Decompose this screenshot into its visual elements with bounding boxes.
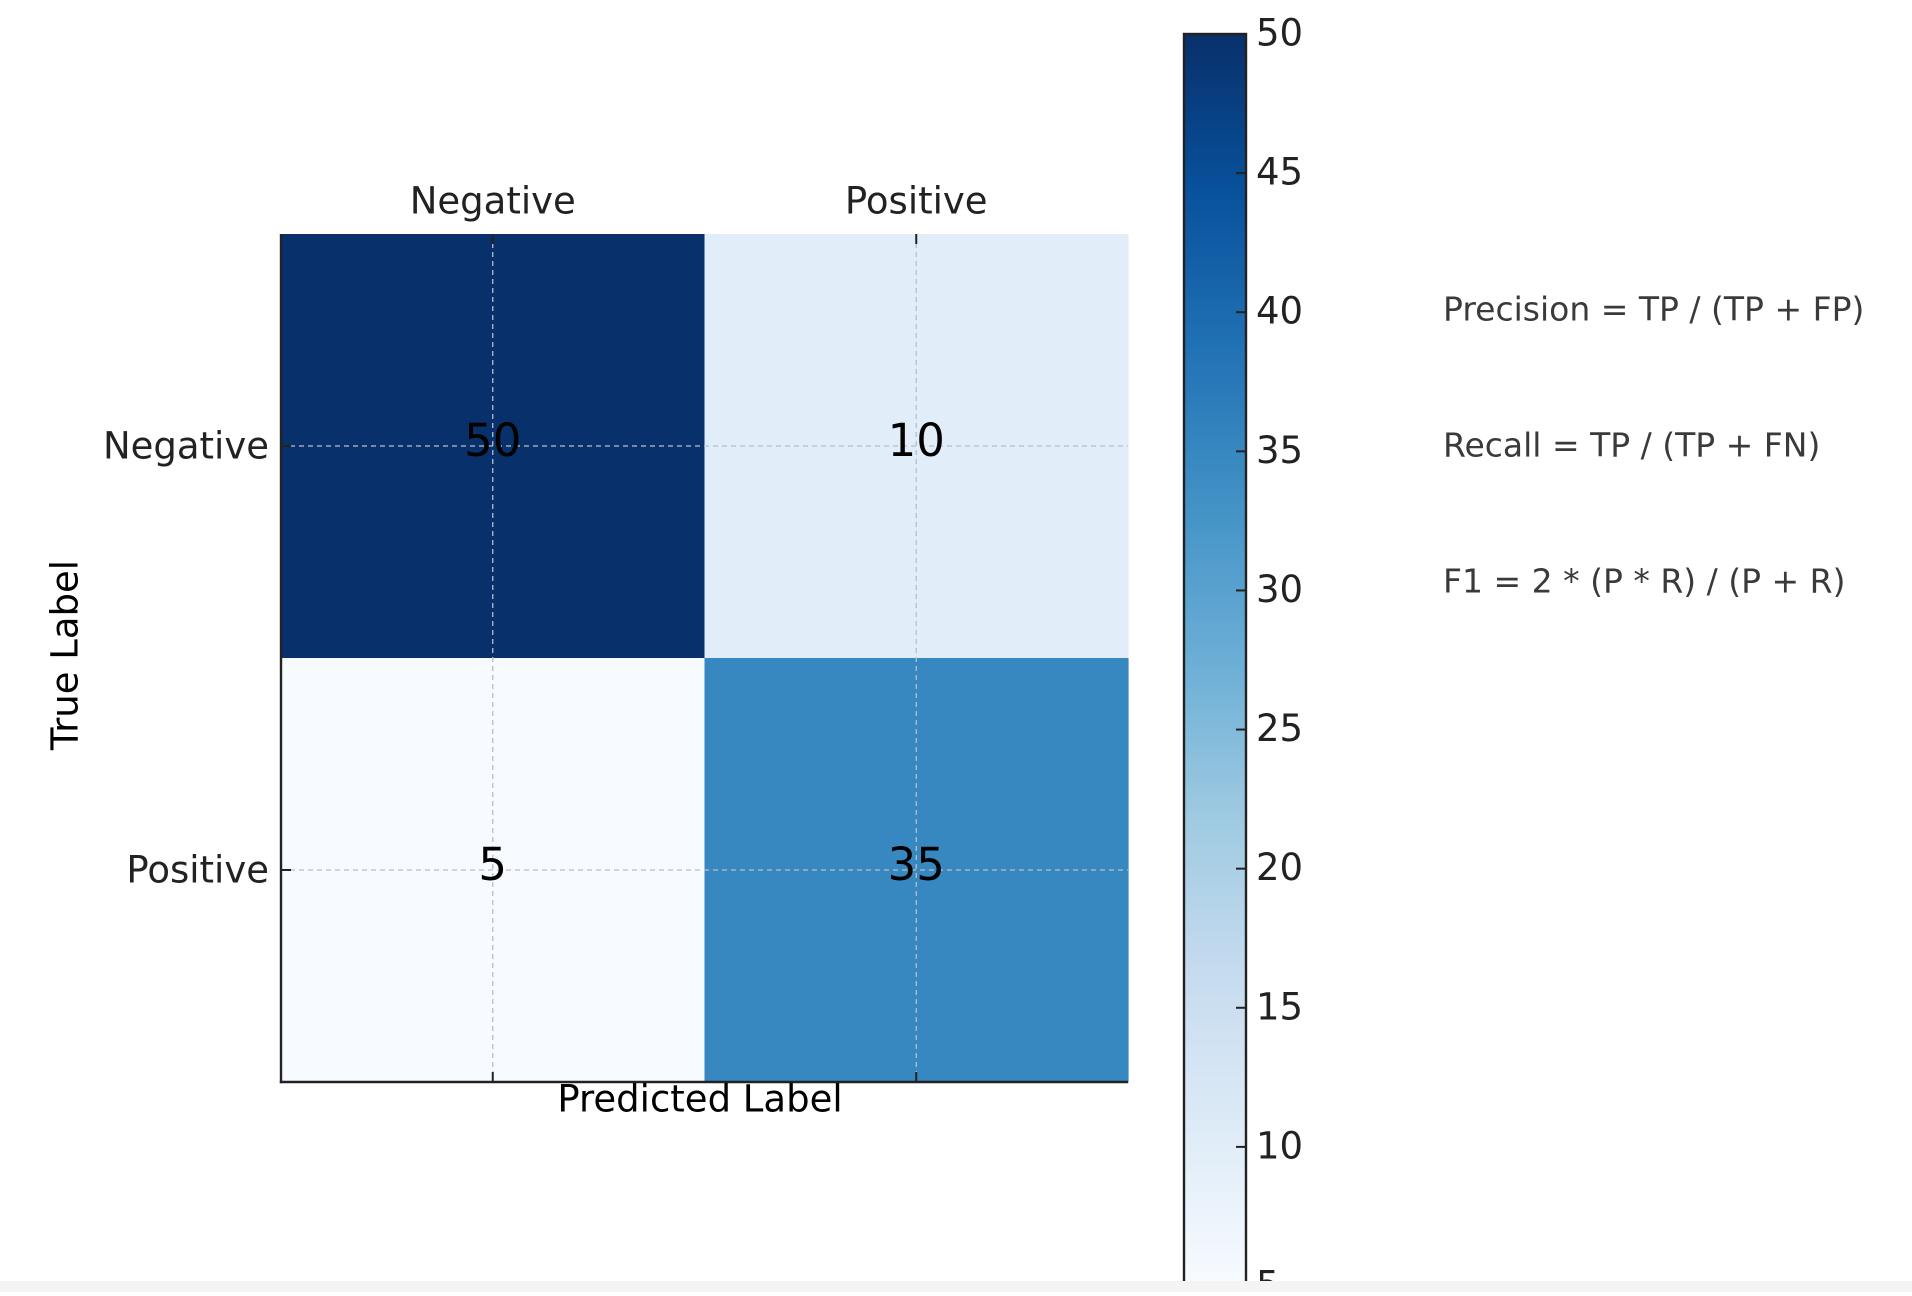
axes [279,234,1128,1084]
metric-annotation: F1 = 2 * (P * R) / (P + R) [1443,562,1845,601]
page-bottom-edge [0,1281,1912,1292]
y-axis-label: True Label [44,560,87,751]
colorbar-tick-label: 15 [1256,985,1303,1028]
y-tick-label: Positive [126,849,269,892]
cell-value-label: 35 [888,838,945,891]
y-tick-label: Negative [103,425,269,468]
x-tick-label: Negative [410,180,576,223]
x-axis-label: Predicted Label [557,1078,842,1121]
colorbar-tick-label: 10 [1256,1124,1303,1167]
cell-value-label: 50 [464,414,521,467]
colorbar-gradient [1184,34,1246,1286]
colorbar-tick-label: 50 [1256,12,1303,55]
metric-annotations: Precision = TP / (TP + FP) Recall = TP / … [1443,290,1864,601]
metric-annotation: Recall = TP / (TP + FN) [1443,426,1820,465]
grid-lines [281,234,1128,1082]
cell-value-label: 10 [888,414,945,467]
colorbar-tick-label: 40 [1256,290,1303,333]
cell-value-labels: 50 10 5 35 [464,414,945,891]
colorbar-tick-label: 25 [1256,707,1303,750]
tick-labels: Negative Positive Negative Positive [103,180,988,892]
cell-value-label: 5 [478,838,507,891]
heatmap-cells [281,234,1129,1083]
colorbar-tick-label: 45 [1256,151,1303,194]
metric-annotation: Precision = TP / (TP + FP) [1443,290,1864,329]
colorbar-tick-label: 35 [1256,429,1303,472]
colorbar-tick-label: 30 [1256,568,1303,611]
colorbar-tick-label: 20 [1256,846,1303,889]
x-tick-label: Positive [845,180,988,223]
